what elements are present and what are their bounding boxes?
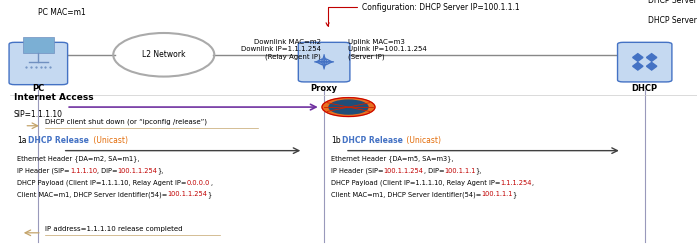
- Text: DHCP Payload (Client IP=1.1.1.10, Relay Agent IP=: DHCP Payload (Client IP=1.1.1.10, Relay …: [17, 180, 187, 186]
- Text: Proxy: Proxy: [311, 84, 337, 93]
- Text: 1.1.1.10: 1.1.1.10: [70, 168, 97, 174]
- Circle shape: [329, 100, 368, 114]
- Text: 100.1.1.254: 100.1.1.254: [118, 168, 158, 174]
- Text: 100.1.1.1: 100.1.1.1: [444, 168, 475, 174]
- Text: , DIP=: , DIP=: [424, 168, 444, 174]
- Polygon shape: [646, 54, 657, 61]
- Text: }: }: [513, 191, 517, 198]
- Text: SIP=1.1.1.10: SIP=1.1.1.10: [14, 110, 63, 119]
- Text: DHCP Release: DHCP Release: [342, 136, 402, 145]
- Text: ,: ,: [532, 180, 534, 186]
- Text: Downlink MAC=m2: Downlink MAC=m2: [254, 39, 321, 45]
- Text: PC: PC: [32, 84, 45, 93]
- Text: 100.1.1.254: 100.1.1.254: [383, 168, 424, 174]
- Polygon shape: [633, 54, 643, 61]
- Text: 1.1.1.254: 1.1.1.254: [500, 180, 532, 186]
- Text: IP Header (SIP=: IP Header (SIP=: [17, 168, 70, 174]
- Text: IP Header (SIP=: IP Header (SIP=: [331, 168, 383, 174]
- Text: (Relay Agent IP): (Relay Agent IP): [265, 53, 321, 60]
- Text: }: }: [208, 191, 212, 198]
- Text: },: },: [475, 168, 482, 174]
- FancyBboxPatch shape: [23, 37, 54, 53]
- Text: DHCP client shut down (or “ipconfig /release”): DHCP client shut down (or “ipconfig /rel…: [45, 119, 207, 125]
- Text: (Unicast): (Unicast): [404, 136, 441, 145]
- FancyBboxPatch shape: [298, 42, 350, 82]
- Text: Ethernet Header {DA=m5, SA=m3},: Ethernet Header {DA=m5, SA=m3},: [331, 156, 454, 162]
- Text: L2 Network: L2 Network: [142, 50, 185, 59]
- Text: Client MAC=m1, DHCP Server Identifier(54)=: Client MAC=m1, DHCP Server Identifier(54…: [17, 191, 168, 198]
- Polygon shape: [646, 62, 657, 70]
- Text: , DIP=: , DIP=: [97, 168, 118, 174]
- Text: Uplink IP=100.1.1.254: Uplink IP=100.1.1.254: [348, 46, 427, 52]
- Text: },: },: [158, 168, 164, 174]
- Text: (Server IP): (Server IP): [348, 53, 385, 60]
- Text: PC MAC=m1: PC MAC=m1: [38, 8, 86, 17]
- Text: Client MAC=m1, DHCP Server Identifier(54)=: Client MAC=m1, DHCP Server Identifier(54…: [331, 191, 482, 198]
- Polygon shape: [633, 62, 643, 70]
- Text: 100.1.1.1: 100.1.1.1: [482, 191, 513, 197]
- Text: IP address=1.1.1.10 release completed: IP address=1.1.1.10 release completed: [45, 226, 183, 232]
- Text: 1b: 1b: [331, 136, 341, 145]
- Text: Downlink IP=1.1.1.254: Downlink IP=1.1.1.254: [240, 46, 321, 52]
- Text: Configuration: DHCP Server IP=100.1.1.1: Configuration: DHCP Server IP=100.1.1.1: [326, 3, 520, 26]
- Text: Uplink MAC=m3: Uplink MAC=m3: [348, 39, 406, 45]
- Text: DHCP Payload (Client IP=1.1.1.10, Relay Agent IP=: DHCP Payload (Client IP=1.1.1.10, Relay …: [331, 180, 500, 186]
- Text: DHCP Release: DHCP Release: [28, 136, 89, 145]
- Text: ,: ,: [210, 180, 212, 186]
- Text: DHCP Server MAC=m5: DHCP Server MAC=m5: [648, 16, 697, 25]
- Text: Internet Access: Internet Access: [14, 93, 93, 102]
- Text: 100.1.1.254: 100.1.1.254: [168, 191, 208, 197]
- Text: 0.0.0.0: 0.0.0.0: [187, 180, 210, 186]
- Circle shape: [322, 98, 375, 117]
- Text: (Unicast): (Unicast): [91, 136, 128, 145]
- Text: DHCP: DHCP: [631, 84, 658, 93]
- FancyBboxPatch shape: [9, 42, 68, 85]
- Text: DHCP Server IP=100.1.1.1: DHCP Server IP=100.1.1.1: [648, 0, 697, 5]
- Text: 1a: 1a: [17, 136, 27, 145]
- FancyBboxPatch shape: [618, 42, 672, 82]
- Text: Ethernet Header {DA=m2, SA=m1},: Ethernet Header {DA=m2, SA=m1},: [17, 156, 140, 162]
